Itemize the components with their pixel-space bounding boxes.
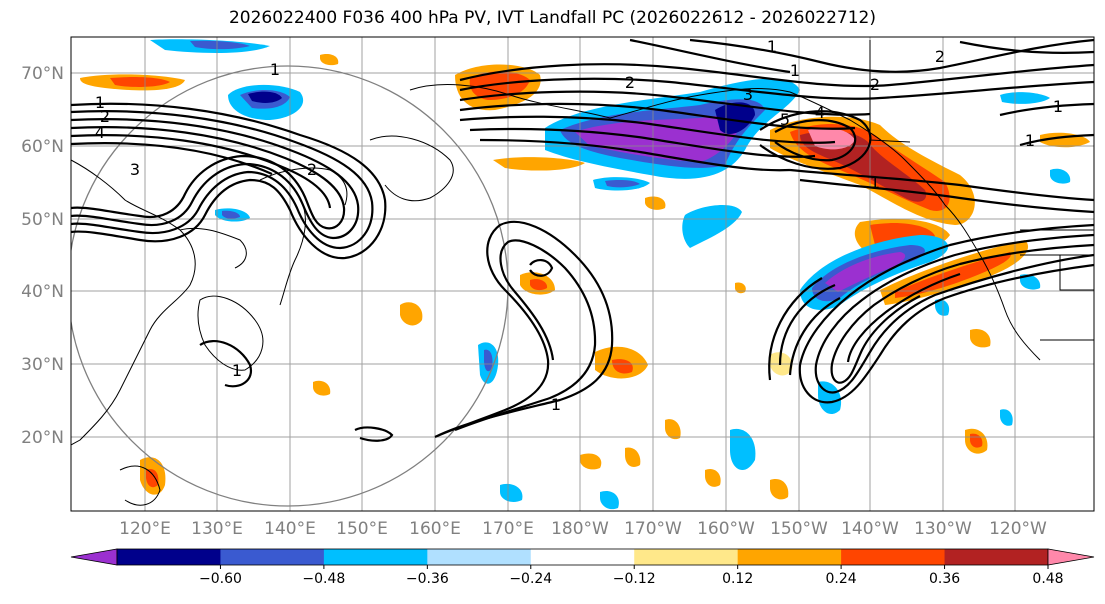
- contour-label: 4: [815, 103, 825, 122]
- contour-label: 2: [870, 75, 880, 94]
- colorbar-tick-label: 0.48: [1032, 571, 1063, 587]
- contour-labels: 1 2 3 4 5 1 2 3 4 1 1 1 1 2 2 1 1 1 2: [95, 37, 1063, 414]
- colorbar-segment: [737, 549, 842, 565]
- lon-label: 120°W: [989, 519, 1047, 539]
- lon-label: 170°E: [482, 519, 534, 539]
- colorbar-tick-label: −0.36: [406, 571, 449, 587]
- contour-label: 1: [790, 61, 800, 80]
- colorbar-extend-low: [70, 548, 118, 566]
- colorbar-tick-label: 0.24: [826, 571, 857, 587]
- colorbar-tick-label: −0.12: [613, 571, 656, 587]
- lon-label: 180°W: [551, 519, 609, 539]
- colorbar-tick-label: −0.24: [509, 571, 552, 587]
- colorbar-extend-high: [1047, 548, 1095, 566]
- colorbar-segment: [634, 549, 739, 565]
- contour-label: 2: [935, 47, 945, 66]
- contour-label: 1: [1053, 97, 1063, 116]
- contour-label: 4: [95, 123, 105, 142]
- lon-labels: 120°E 130°E 140°E 150°E 160°E 170°E 180°…: [119, 519, 1047, 539]
- lon-label: 130°E: [191, 519, 243, 539]
- contour-label: 2: [307, 160, 317, 179]
- range-circle: [71, 65, 509, 507]
- colorbar-ticks: −0.60 −0.48 −0.36 −0.24 −0.12 0.12 0.24 0.36 0.4…: [199, 565, 1064, 587]
- lon-label: 160°E: [409, 519, 461, 539]
- colorbar-tick-label: 0.36: [929, 571, 960, 587]
- colorbar-segments: [116, 548, 1049, 566]
- colorbar: −0.60 −0.48 −0.36 −0.24 −0.12 0.12 0.24 0.36 0.4…: [70, 548, 1095, 587]
- lon-label: 150°E: [336, 519, 388, 539]
- lat-label: 70°N: [21, 64, 64, 84]
- pv-shading: [80, 39, 1090, 510]
- contour-label: 2: [625, 73, 635, 92]
- colorbar-segment: [427, 549, 532, 565]
- contour-label: 1: [1025, 131, 1035, 150]
- contour-label: 5: [780, 110, 790, 129]
- contour-label: 1: [870, 173, 880, 192]
- lat-label: 60°N: [21, 137, 64, 157]
- contour-label: 1: [232, 361, 242, 380]
- lat-label: 50°N: [21, 210, 64, 230]
- colorbar-tick-label: −0.48: [302, 571, 345, 587]
- gridlines: [71, 37, 1094, 511]
- lon-label: 130°W: [914, 519, 972, 539]
- lon-label: 160°W: [697, 519, 755, 539]
- lat-label: 30°N: [21, 355, 64, 375]
- lon-label: 140°W: [841, 519, 899, 539]
- contour-label: 3: [130, 160, 140, 179]
- lon-label: 150°W: [770, 519, 828, 539]
- colorbar-segment: [530, 549, 635, 565]
- map-title: 2026022400 F036 400 hPa PV, IVT Landfall…: [228, 8, 876, 28]
- colorbar-tick-label: 0.12: [722, 571, 753, 587]
- contour-label: 1: [270, 60, 280, 79]
- pv-contours: [71, 38, 1094, 442]
- lat-labels: 70°N 60°N 50°N 40°N 30°N 20°N: [21, 64, 64, 448]
- lon-label: 140°E: [264, 519, 316, 539]
- contour-label: 3: [743, 85, 753, 104]
- colorbar-segment: [220, 549, 325, 565]
- lat-label: 20°N: [21, 428, 64, 448]
- lon-label: 120°E: [119, 519, 171, 539]
- lon-label: 170°W: [624, 519, 682, 539]
- lat-label: 40°N: [21, 282, 64, 302]
- contour-label: 1: [95, 93, 105, 112]
- colorbar-segment: [841, 549, 946, 565]
- colorbar-segment: [944, 549, 1049, 565]
- colorbar-tick-label: −0.60: [199, 571, 242, 587]
- contour-label: 2: [100, 107, 110, 126]
- contour-label: 1: [551, 395, 561, 414]
- contour-label: 1: [767, 37, 777, 56]
- colorbar-segment: [323, 549, 428, 565]
- map-border: [70, 36, 1095, 512]
- colorbar-segment: [117, 549, 221, 565]
